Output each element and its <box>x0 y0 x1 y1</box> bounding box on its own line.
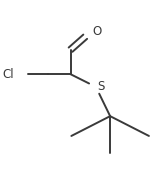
Text: O: O <box>93 25 102 38</box>
Text: Cl: Cl <box>3 68 14 81</box>
Text: S: S <box>97 80 105 93</box>
